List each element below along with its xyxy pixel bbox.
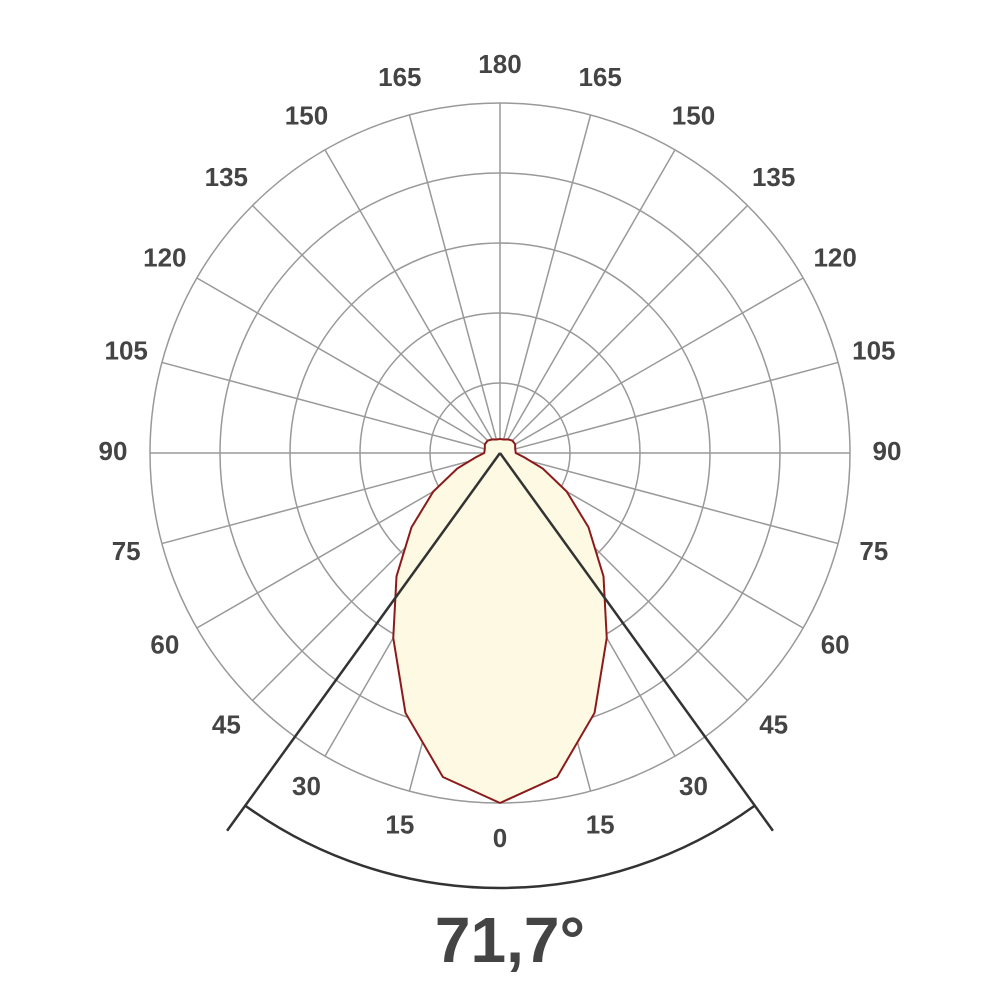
angle-tick-label: 165 [578, 62, 621, 92]
lobe-outline [392, 438, 501, 804]
grid-spoke [408, 114, 501, 454]
angle-tick-label: 90 [873, 436, 902, 466]
labels: 0 15 15 30 30 45 45 60 60 75 75 90 90 105 105 120 120 135… [99, 49, 902, 853]
beam [226, 452, 774, 890]
angle-tick-label: 60 [821, 629, 850, 659]
angle-tick-label: 120 [143, 242, 186, 272]
grid-spoke [499, 114, 592, 454]
angle-tick-label: 135 [752, 162, 795, 192]
grid-spoke [196, 277, 501, 454]
beam-line [498, 452, 774, 832]
angle-tick-label: 45 [759, 710, 788, 740]
grid-spoke [161, 361, 501, 454]
beam-line [226, 452, 502, 832]
grid-spoke [161, 452, 501, 545]
beam-angle-label: 71,7° [435, 904, 585, 976]
angle-tick-label: 15 [385, 810, 414, 840]
angle-tick-label: 105 [852, 336, 895, 366]
angle-tick-label: 60 [150, 629, 179, 659]
angle-tick-label: 165 [378, 62, 421, 92]
angle-tick-label: 45 [212, 710, 241, 740]
angle-tick-label: 90 [99, 436, 128, 466]
beam-arc [244, 804, 756, 890]
angle-tick-label: 150 [285, 101, 328, 131]
angle-tick-label: 105 [104, 336, 147, 366]
angle-tick-label: 150 [672, 101, 715, 131]
angle-tick-label: 75 [859, 536, 888, 566]
angle-tick-label: 0 [493, 823, 507, 853]
grid-spoke [499, 277, 804, 454]
lobe-outline [499, 438, 608, 804]
lobe-fill [393, 439, 500, 803]
angle-tick-label: 30 [679, 771, 708, 801]
grid-spoke [324, 149, 501, 454]
grid-spoke [251, 204, 501, 454]
grid-spoke [499, 361, 839, 454]
plot [392, 438, 608, 804]
grid-spoke [499, 452, 839, 545]
grid-spoke [499, 204, 749, 454]
angle-tick-label: 180 [478, 49, 521, 79]
angle-tick-label: 30 [292, 771, 321, 801]
lobe-fill [500, 439, 607, 803]
angle-tick-label: 135 [205, 162, 248, 192]
angle-tick-label: 15 [586, 810, 615, 840]
angle-tick-label: 120 [813, 242, 856, 272]
grid-spoke [499, 149, 676, 454]
angle-tick-label: 75 [112, 536, 141, 566]
